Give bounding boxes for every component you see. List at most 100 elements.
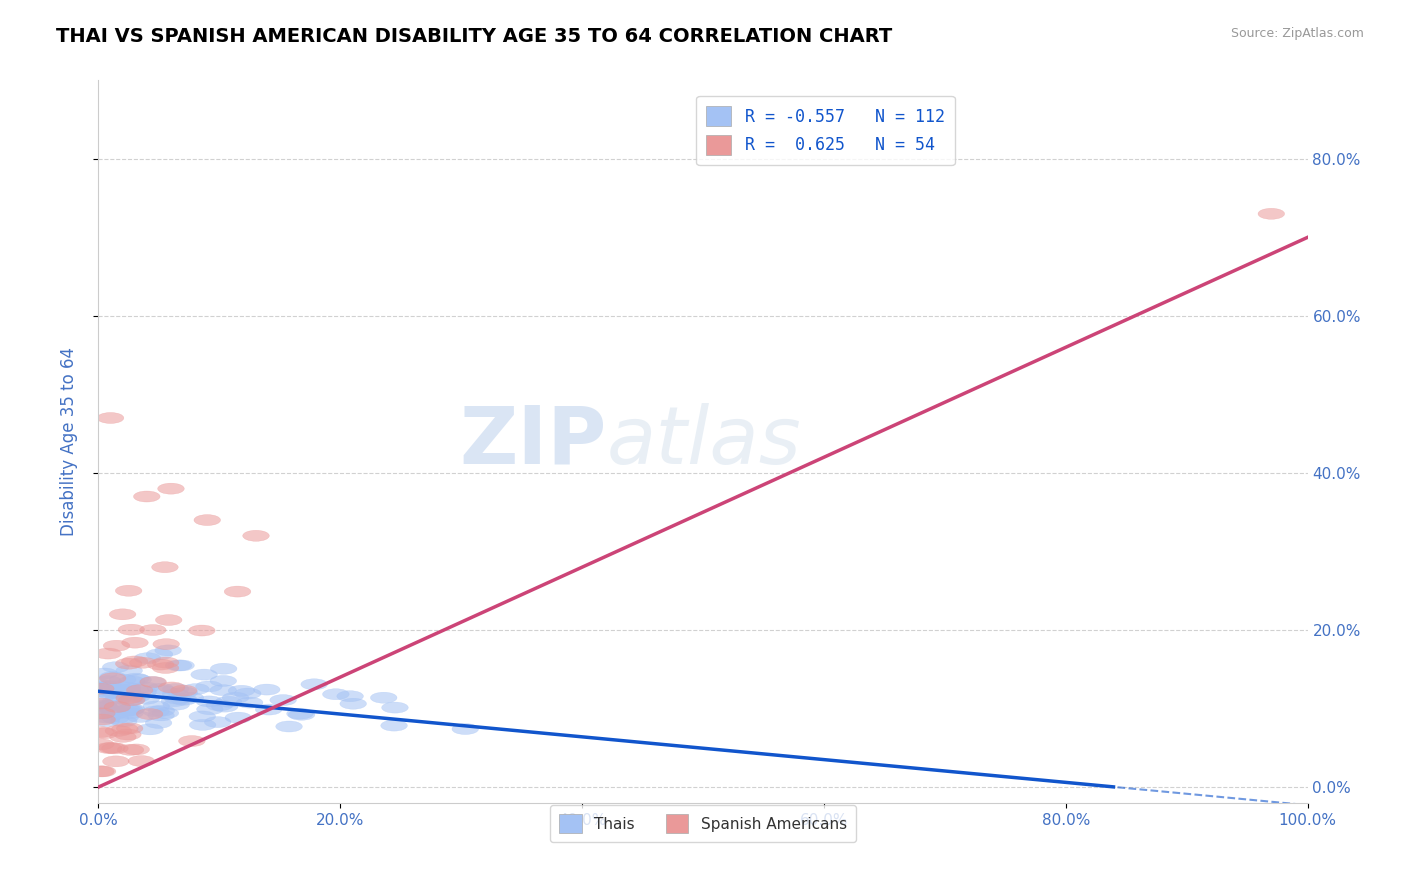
Ellipse shape [118, 695, 145, 706]
Ellipse shape [188, 625, 215, 636]
Ellipse shape [381, 720, 408, 731]
Ellipse shape [91, 702, 118, 713]
Ellipse shape [91, 728, 118, 739]
Ellipse shape [114, 685, 141, 696]
Ellipse shape [103, 696, 129, 706]
Ellipse shape [211, 701, 238, 712]
Ellipse shape [87, 691, 114, 702]
Ellipse shape [96, 742, 122, 754]
Ellipse shape [114, 682, 141, 693]
Ellipse shape [152, 707, 179, 719]
Ellipse shape [122, 685, 149, 696]
Ellipse shape [94, 712, 121, 723]
Ellipse shape [340, 698, 367, 709]
Ellipse shape [87, 739, 114, 750]
Ellipse shape [159, 682, 186, 693]
Ellipse shape [100, 686, 127, 697]
Ellipse shape [204, 716, 231, 728]
Ellipse shape [89, 683, 115, 694]
Ellipse shape [103, 662, 129, 673]
Ellipse shape [153, 639, 180, 649]
Ellipse shape [146, 648, 173, 660]
Ellipse shape [90, 701, 117, 712]
Ellipse shape [100, 672, 127, 682]
Ellipse shape [148, 683, 174, 694]
Ellipse shape [104, 685, 131, 697]
Ellipse shape [166, 660, 191, 671]
Ellipse shape [194, 515, 221, 525]
Ellipse shape [104, 688, 131, 698]
Ellipse shape [114, 705, 141, 715]
Ellipse shape [165, 693, 191, 704]
Ellipse shape [139, 624, 166, 635]
Ellipse shape [122, 673, 149, 684]
Ellipse shape [94, 648, 121, 659]
Ellipse shape [118, 704, 145, 714]
Ellipse shape [134, 693, 160, 705]
Ellipse shape [103, 756, 129, 767]
Ellipse shape [155, 645, 181, 656]
Ellipse shape [117, 745, 143, 756]
Ellipse shape [87, 680, 114, 690]
Ellipse shape [190, 720, 217, 731]
Ellipse shape [170, 685, 197, 696]
Text: Source: ZipAtlas.com: Source: ZipAtlas.com [1230, 27, 1364, 40]
Ellipse shape [127, 712, 153, 723]
Ellipse shape [209, 675, 236, 687]
Ellipse shape [136, 723, 163, 735]
Ellipse shape [152, 686, 179, 697]
Ellipse shape [87, 708, 114, 719]
Ellipse shape [122, 637, 148, 648]
Ellipse shape [87, 766, 114, 777]
Ellipse shape [128, 756, 155, 766]
Ellipse shape [337, 690, 363, 702]
Ellipse shape [98, 742, 125, 754]
Ellipse shape [143, 701, 170, 712]
Ellipse shape [381, 702, 408, 713]
Ellipse shape [89, 714, 115, 725]
Ellipse shape [103, 640, 129, 651]
Ellipse shape [253, 684, 280, 695]
Ellipse shape [132, 682, 159, 693]
Ellipse shape [179, 736, 205, 747]
Ellipse shape [89, 708, 115, 719]
Ellipse shape [172, 687, 198, 698]
Ellipse shape [197, 704, 224, 714]
Ellipse shape [301, 679, 328, 690]
Ellipse shape [91, 682, 118, 694]
Ellipse shape [145, 717, 172, 729]
Ellipse shape [141, 676, 166, 688]
Ellipse shape [90, 766, 115, 777]
Ellipse shape [127, 685, 153, 696]
Text: atlas: atlas [606, 402, 801, 481]
Ellipse shape [124, 691, 150, 702]
Ellipse shape [111, 723, 138, 734]
Ellipse shape [162, 683, 188, 695]
Ellipse shape [94, 675, 121, 687]
Ellipse shape [211, 664, 238, 674]
Ellipse shape [117, 704, 143, 715]
Ellipse shape [93, 715, 120, 727]
Ellipse shape [235, 688, 262, 699]
Ellipse shape [195, 696, 222, 706]
Ellipse shape [98, 685, 125, 696]
Ellipse shape [90, 700, 117, 711]
Ellipse shape [225, 712, 252, 723]
Ellipse shape [136, 708, 163, 720]
Text: ZIP: ZIP [458, 402, 606, 481]
Ellipse shape [122, 744, 149, 755]
Ellipse shape [97, 412, 124, 424]
Ellipse shape [143, 706, 169, 717]
Ellipse shape [157, 483, 184, 494]
Ellipse shape [87, 682, 114, 693]
Ellipse shape [270, 695, 297, 706]
Ellipse shape [370, 692, 396, 703]
Ellipse shape [148, 706, 174, 716]
Ellipse shape [152, 663, 179, 673]
Ellipse shape [114, 729, 141, 740]
Ellipse shape [118, 624, 145, 635]
Ellipse shape [105, 693, 132, 704]
Ellipse shape [98, 700, 125, 711]
Ellipse shape [170, 694, 197, 706]
Ellipse shape [236, 697, 263, 708]
